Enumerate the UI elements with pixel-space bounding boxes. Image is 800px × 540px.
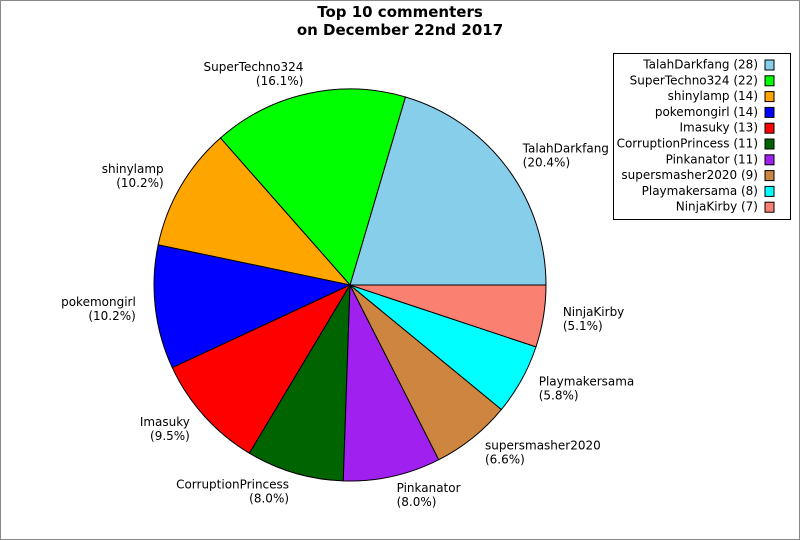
pie-slice [171, 283, 352, 454]
slice-label: TalahDarkfang [522, 141, 609, 155]
legend-swatch [764, 59, 775, 71]
slice-value-label: (16.1%) [256, 74, 303, 88]
legend-label: SuperTechno324 (22) [630, 73, 758, 87]
slice-label: Pinkanator [397, 481, 461, 495]
legend-label: pokemongirl (14) [655, 105, 758, 119]
legend-swatch [764, 122, 775, 134]
pie-slice [219, 88, 407, 287]
legend-swatch [764, 106, 775, 118]
legend-label: shinylamp (14) [668, 89, 758, 103]
slice-label: NinjaKirby [563, 305, 624, 319]
legend: TalahDarkfang (28)SuperTechno324 (22) shi… [613, 53, 791, 220]
slice-value-label: (5.8%) [539, 389, 579, 403]
slice-value-label: (5.1%) [563, 319, 603, 333]
slice-label: SuperTechno324 [204, 60, 304, 74]
pie-slice [349, 284, 547, 348]
pie-slice [342, 284, 440, 482]
legend-swatch [764, 185, 775, 197]
legend-box [613, 53, 791, 220]
slice-value-label: (10.2%) [116, 176, 163, 190]
legend-label: TalahDarkfang (28) [642, 58, 758, 72]
legend-swatch [764, 170, 775, 182]
chart-title: Top 10 commenters on December 22nd 2017 [297, 3, 503, 39]
pie-slice [349, 96, 547, 286]
slice-value-label: (20.4%) [523, 155, 570, 169]
legend-swatch [764, 138, 775, 150]
legend-label: NinjaKirby (7) [676, 200, 758, 214]
slice-label: CorruptionPrincess [176, 477, 289, 491]
slice-value-label: (10.2%) [88, 309, 135, 323]
slice-label: supersmasher2020 [485, 439, 601, 453]
legend-swatch [764, 201, 775, 213]
legend-label: CorruptionPrincess (11) [617, 137, 758, 151]
slice-value-label: (8.0%) [249, 491, 289, 505]
slice-label: Playmakersama [539, 375, 635, 389]
legend-label: Playmakersama (8) [642, 184, 758, 198]
slice-label: shinylamp [102, 162, 164, 176]
legend-label: Pinkanator (11) [666, 152, 758, 166]
legend-label: Imasuky (13) [679, 121, 758, 135]
pie-slice [248, 284, 351, 482]
slice-label: pokemongirl [61, 295, 136, 309]
legend-swatch [764, 75, 775, 87]
slice-label: Imasuky [140, 415, 190, 429]
legend-swatch [764, 91, 775, 103]
slice-value-label: (6.6%) [485, 453, 525, 467]
pie-slice [153, 244, 352, 369]
pie-slice [157, 137, 352, 286]
slice-value-label: (9.5%) [150, 429, 190, 443]
legend-label: supersmasher2020 (9) [621, 168, 758, 182]
legend-swatch [764, 154, 775, 166]
slice-value-label: (8.0%) [397, 495, 437, 509]
